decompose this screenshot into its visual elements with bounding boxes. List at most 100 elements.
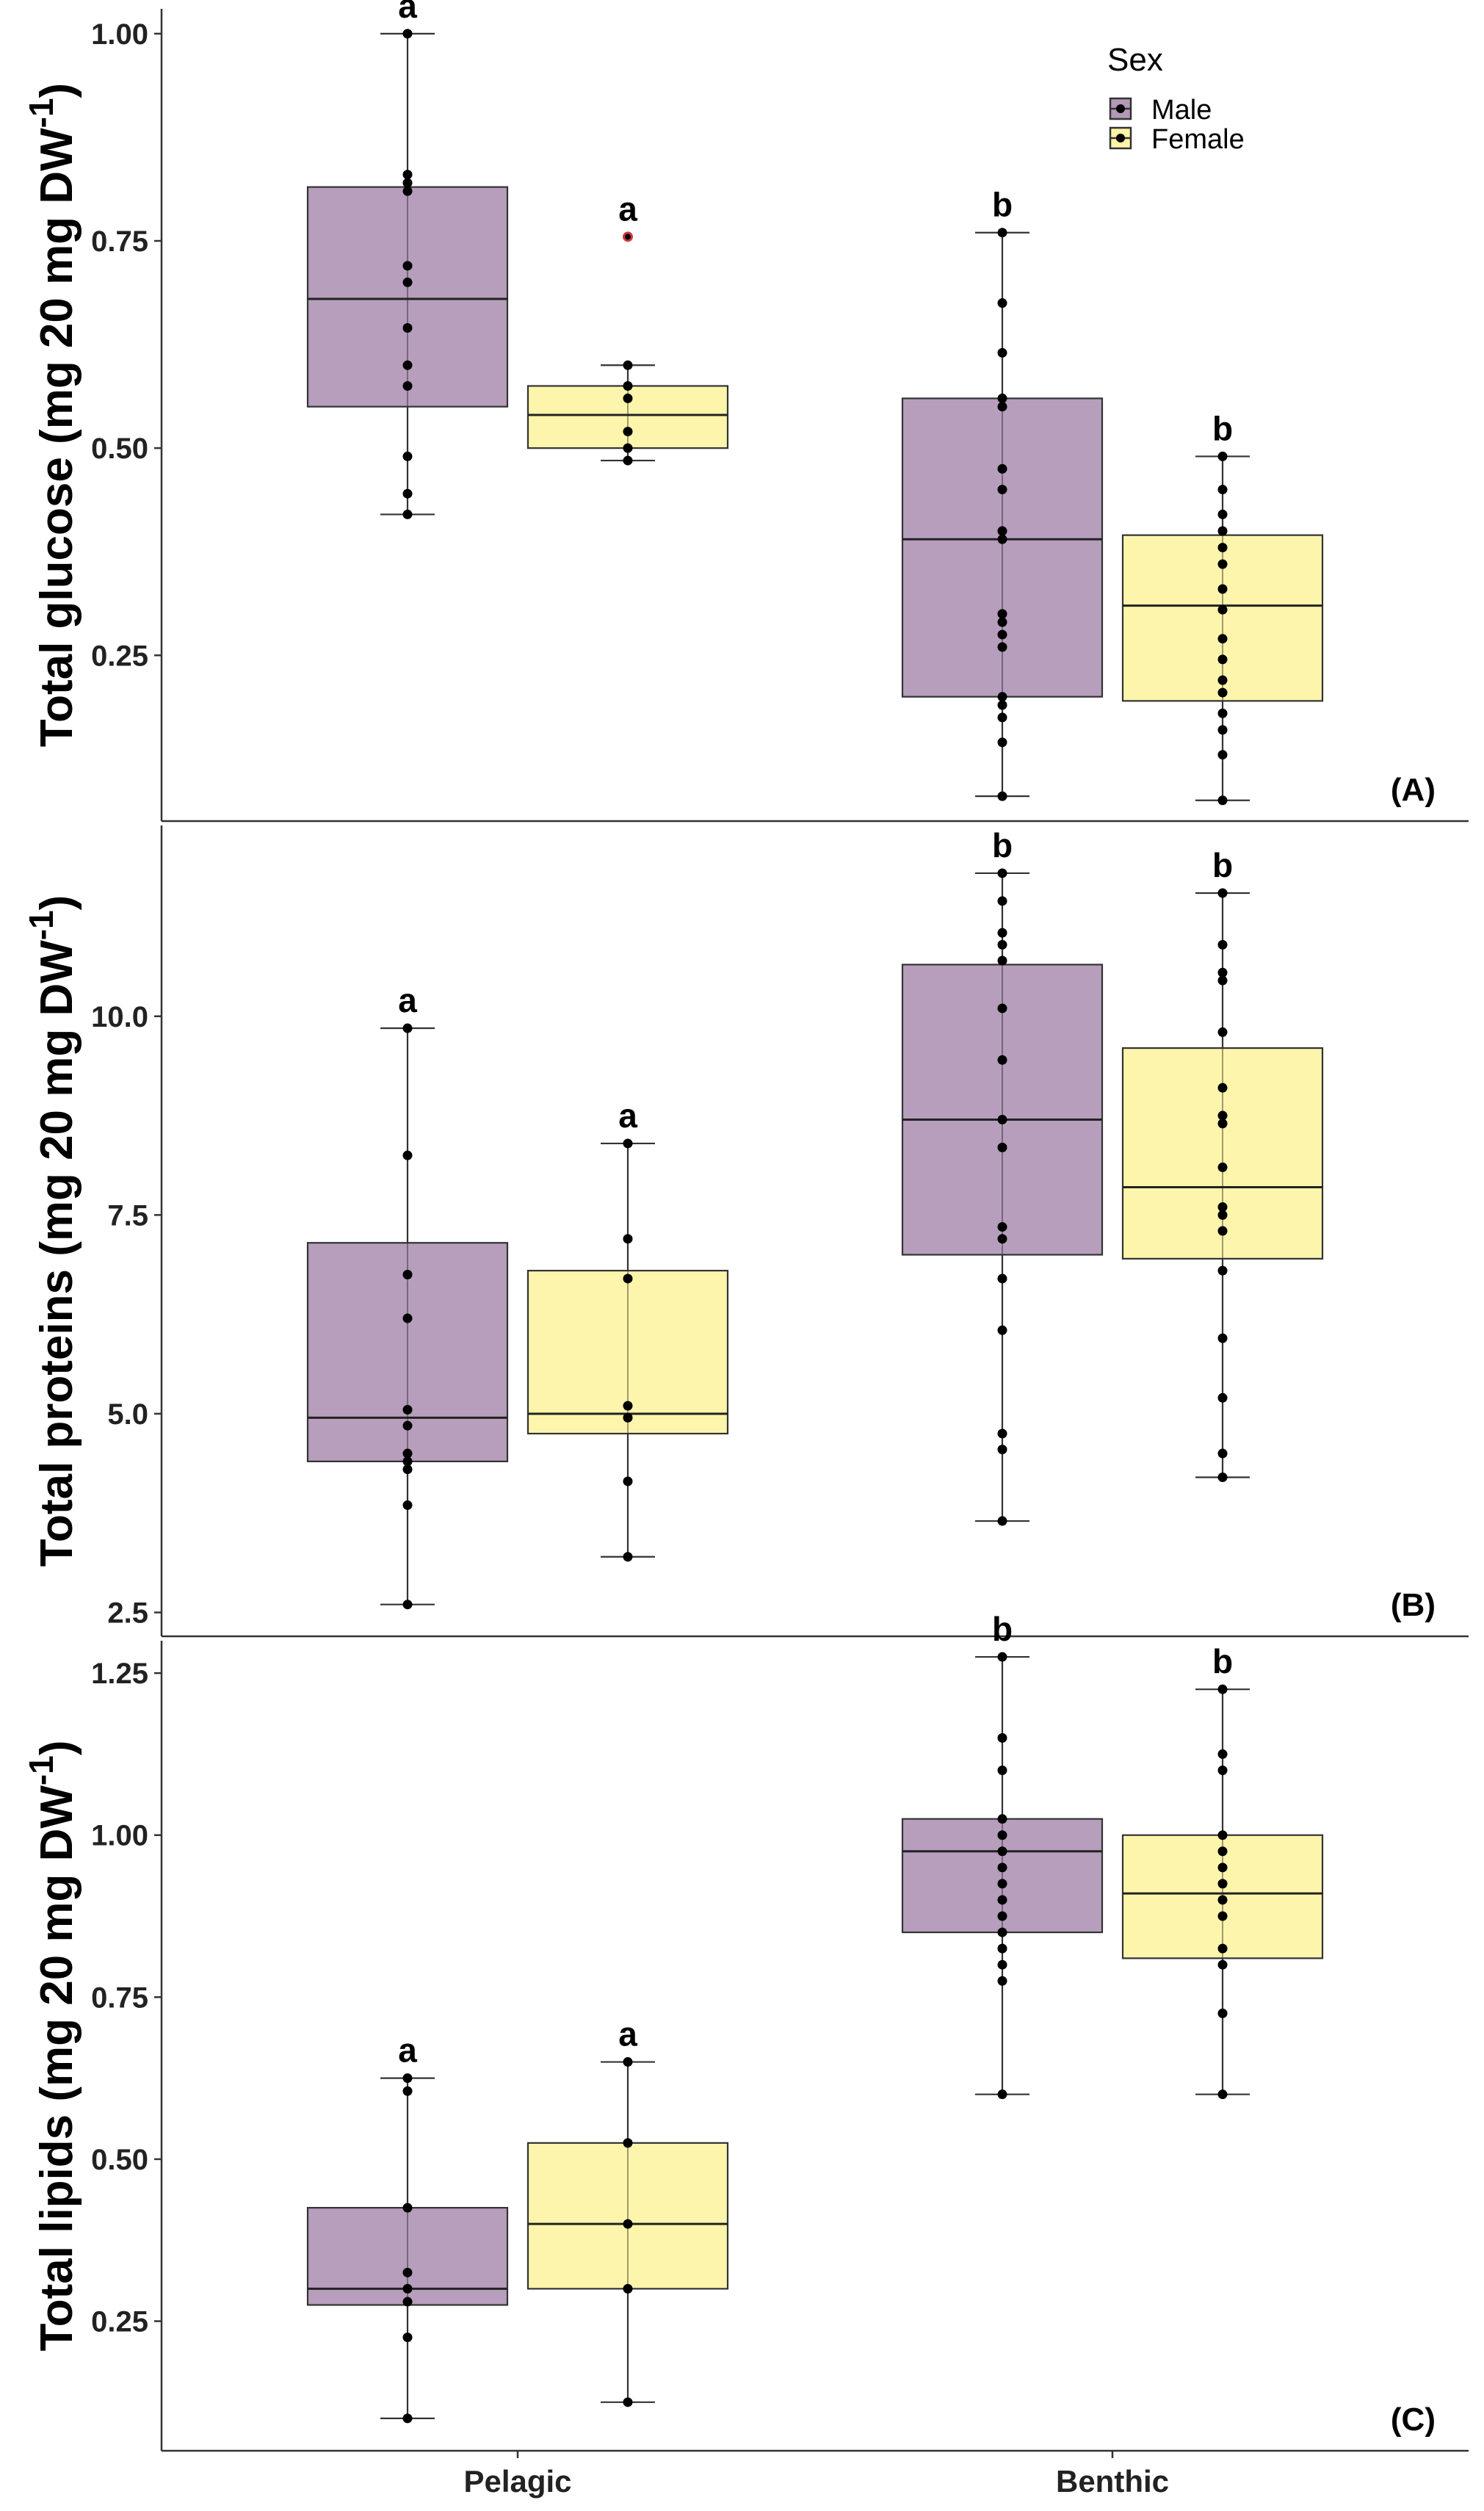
data-point <box>1217 1392 1228 1403</box>
data-point <box>997 737 1007 748</box>
y-tick-label: 2.5 <box>107 1597 148 1630</box>
y-tick-label: 1.00 <box>91 1820 148 1852</box>
data-point <box>402 1448 413 1459</box>
significance-letter: b <box>992 826 1013 864</box>
data-point <box>997 868 1007 878</box>
data-point <box>997 896 1007 906</box>
data-point <box>1217 584 1228 594</box>
data-point <box>1217 687 1228 698</box>
box-pelagic-female: a <box>526 1096 729 1562</box>
data-point <box>402 1456 413 1467</box>
data-point <box>623 443 633 453</box>
data-point <box>623 1552 633 1562</box>
data-point <box>1217 1879 1228 1889</box>
data-point <box>402 1313 413 1323</box>
legend-entry-male: Male <box>1109 95 1212 126</box>
x-tick-label-pelagic: Pelagic <box>463 2464 571 2499</box>
data-point <box>1217 1333 1228 1343</box>
data-point <box>997 1943 1007 1954</box>
data-point <box>1217 1083 1228 1093</box>
data-point <box>997 1273 1007 1284</box>
panel-1: 0.25 0.50 0.75 1.00 Total glucose (mg 20 mg … <box>22 0 1469 823</box>
data-point <box>1217 1110 1228 1121</box>
y-tick-label: 1.25 <box>91 1658 148 1690</box>
data-point <box>997 609 1007 619</box>
data-point <box>997 1895 1007 1905</box>
data-point <box>1217 604 1228 615</box>
data-point <box>997 228 1007 238</box>
box-pelagic-male: a <box>306 2031 509 2424</box>
data-point <box>997 712 1007 723</box>
significance-letter: a <box>398 981 417 1019</box>
data-point <box>402 381 413 391</box>
box-benthic-male: b <box>901 186 1104 801</box>
data-point <box>997 1959 1007 1970</box>
data-point <box>1217 675 1228 685</box>
y-axis-label-close: ) <box>32 83 82 98</box>
data-point <box>997 1765 1007 1775</box>
y-axis-label-close: ) <box>32 1741 82 1756</box>
data-point <box>997 629 1007 640</box>
data-point <box>402 186 413 196</box>
data-point <box>1217 526 1228 536</box>
data-point <box>1217 1448 1228 1459</box>
data-point <box>1217 451 1228 461</box>
data-point <box>1217 939 1228 950</box>
data-point <box>623 1138 633 1149</box>
data-point <box>623 427 633 437</box>
box-benthic-female: b <box>1121 1642 1324 2100</box>
legend-label-male: Male <box>1151 95 1212 126</box>
box-pelagic-male: a <box>306 0 509 519</box>
y-axis-label: Total proteins (mg 20 mg DW-1) <box>22 895 82 1567</box>
significance-letter: a <box>398 2031 417 2070</box>
data-point <box>997 1055 1007 1065</box>
x-tick-label-benthic: Benthic <box>1056 2464 1169 2499</box>
data-point <box>1217 2089 1228 2100</box>
data-point <box>1217 1895 1228 1905</box>
y-tick-label: 0.50 <box>91 433 148 465</box>
panel-label: (B) <box>1391 1587 1436 1623</box>
data-point <box>997 1142 1007 1152</box>
data-point <box>997 1863 1007 1873</box>
data-point <box>1217 1684 1228 1694</box>
y-axis-label-main: Total proteins (mg 20 mg DW <box>32 940 82 1567</box>
data-point <box>402 1464 413 1475</box>
data-point <box>1217 1863 1228 1873</box>
significance-letter: b <box>992 1610 1013 1648</box>
y-axis-label-sup: -1 <box>22 98 60 128</box>
data-point <box>1217 725 1228 735</box>
data-point <box>623 2138 633 2148</box>
data-point <box>1217 509 1228 519</box>
significance-letter: b <box>1212 409 1233 447</box>
data-point <box>997 1652 1007 1662</box>
data-point <box>997 1003 1007 1014</box>
y-tick-label: 10.0 <box>91 1001 148 1033</box>
data-point <box>997 1428 1007 1439</box>
legend-key-female-point <box>1116 134 1125 142</box>
data-point <box>402 509 413 519</box>
significance-letter: b <box>1212 1642 1233 1680</box>
data-point <box>402 488 413 499</box>
panel-label: (A) <box>1391 772 1436 808</box>
y-axis-label-main: Total lipids (mg 20 mg DW <box>32 1785 82 2352</box>
data-point <box>997 1927 1007 1937</box>
data-point <box>1217 1765 1228 1775</box>
box-benthic-female: b <box>1121 409 1324 806</box>
y-axis-label-main: Total glucose (mg 20 mg DW <box>32 128 82 747</box>
data-point <box>997 939 1007 950</box>
data-point <box>1217 1210 1228 1220</box>
y-axis-label: Total glucose (mg 20 mg DW-1) <box>22 83 82 747</box>
data-point <box>1217 750 1228 760</box>
data-point <box>997 617 1007 627</box>
data-point <box>402 2086 413 2096</box>
data-point <box>997 1911 1007 1921</box>
data-point <box>402 2283 413 2294</box>
significance-letter: a <box>618 2015 637 2053</box>
data-point <box>1217 967 1228 978</box>
data-point <box>623 1412 633 1423</box>
data-point <box>402 2203 413 2213</box>
data-point <box>997 1222 1007 1232</box>
data-point <box>402 170 413 180</box>
y-axis-label-close: ) <box>32 895 82 911</box>
